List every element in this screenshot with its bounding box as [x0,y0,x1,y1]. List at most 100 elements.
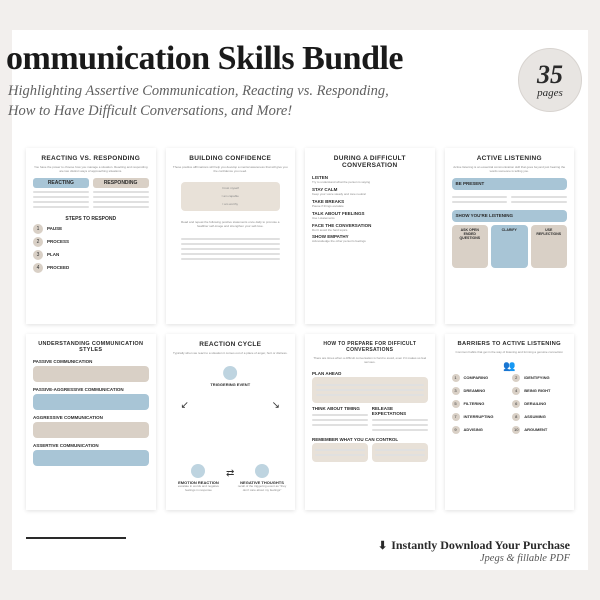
placeholder-lines [315,449,365,456]
placeholder-lines [33,191,89,208]
footer-subline: Jpegs & fillable PDF [378,553,570,564]
style-card [33,450,149,466]
present-cols [452,193,568,206]
placeholder-lines [375,449,425,456]
barrier-num: 2 [512,374,520,382]
control-card [372,443,428,462]
tip-label: TALK ABOUT FEELINGS [312,211,428,216]
barrier-label: DERAILING [524,401,546,406]
node-label: TRIGGERING EVENT [210,382,250,387]
col-body [495,233,524,257]
arrow-icon: ↙ [181,400,189,411]
node-desc: recall of the triggering event as "they … [236,485,288,493]
tips-list: LISTENTry to understand what the person … [312,175,428,244]
plan-block [312,377,428,403]
barrier-num: 3 [452,387,460,395]
arrow-icon: ⇄ [226,468,234,479]
col-head: CLARIFY [495,228,524,232]
barrier-item: 7 INTERRUPTING [452,413,507,421]
preview-sheet-2: BUILDING CONFIDENCE These positive affir… [166,148,296,324]
sheet-intro: Common habits that get in the way of lis… [452,351,568,355]
sheet-intro: These positive affirmations will help yo… [173,166,289,174]
preview-sheet-5: UNDERSTANDING COMMUNICATION STYLES PASSI… [26,334,156,510]
barrier-num: 5 [452,400,460,408]
style-head: ASSERTIVE COMMUNICATION [33,443,149,448]
col-card: CLARIFY [491,225,528,268]
placeholder-lines [511,193,567,206]
band-label: SHOW YOU'RE LISTENING [456,213,564,218]
steps-heading: STEPS TO RESPOND [33,214,149,224]
step-row: 4PROCEED [33,263,149,273]
two-col: THINK ABOUT TIMING RELEASE EXPECTATIONS [312,406,428,434]
barrier-num: 1 [452,374,460,382]
band-label: BE PRESENT [456,181,564,186]
sheet-title: UNDERSTANDING COMMUNICATION STYLES [33,341,149,353]
col-body [456,241,485,265]
download-icon: ⬇ [378,540,387,552]
step-label: PROCEED [47,265,69,270]
col-head-reacting: REACTING [33,178,89,188]
tip-desc: Don't avoid the hard topics [312,229,428,233]
placeholder-lines [372,419,428,431]
preview-sheet-4: ACTIVE LISTENING Active listening is an … [445,148,575,324]
barrier-num: 4 [512,387,520,395]
steps-list: 1PAUSE 2PROCESS 3PLAN 4PROCEED [33,224,149,276]
sheet-title: BARRIERS TO ACTIVE LISTENING [452,341,568,347]
react-respond-columns: REACTING RESPONDING [33,178,149,211]
affirmation-line: I am capable [185,195,277,199]
band-listening: SHOW YOU'RE LISTENING [452,210,568,222]
sheet-title: REACTION CYCLE [173,341,289,348]
listening-cols: ASK OPEN ENDED QUESTIONS CLARIFY USE REF… [452,225,568,271]
page-count-label: pages [537,88,563,99]
sheet-intro: You have the power to choose how you man… [33,166,149,174]
barrier-label: ASSUMING [524,414,546,419]
tip-desc: Keep your voice steady and tone neutral [312,193,428,197]
barrier-item: 1 COMPARING [452,374,507,382]
preview-sheet-7: HOW TO PREPARE FOR DIFFICULT CONVERSATIO… [305,334,435,510]
subtitle-line-2: How to Have Difficult Conversations, and… [8,103,292,119]
product-subtitle: Highlighting Assertive Communication, Re… [8,82,518,121]
styles-list: PASSIVE COMMUNICATION PASSIVE-AGGRESSIVE… [33,359,149,466]
barrier-label: FILTERING [464,401,485,406]
barrier-label: BEING RIGHT [524,388,550,393]
barrier-num: 10 [512,426,520,434]
sheet-title: BUILDING CONFIDENCE [173,155,289,162]
sheet-intro: Typically when we react to a situation i… [173,352,289,356]
barrier-item: 8 ASSUMING [512,413,567,421]
col-head: USE REFLECTIONS [535,228,564,236]
band-present: BE PRESENT [452,178,568,190]
style-body [37,369,145,379]
style-head: PASSIVE-AGGRESSIVE COMMUNICATION [33,387,149,392]
people-icon: 👥 [452,361,568,372]
footer-line1-text: Instantly Download Your Purchase [391,538,570,552]
barrier-label: COMPARING [464,375,489,380]
tip-label: FACE THE CONVERSATION [312,223,428,228]
barriers-grid: 1COMPARING 2IDENTIFYING 3DREAMING 4BEING… [452,374,568,437]
node-desc: escalate in words and negative feelings … [173,485,225,493]
tip-desc: Acknowledge the other person's feelings [312,240,428,244]
affirmations-block: I trust myself I am capable I am worthy [181,182,281,212]
barrier-num: 8 [512,413,520,421]
barrier-num: 7 [452,413,460,421]
sheet-body-text: Read and repeat the following positive s… [177,221,285,229]
tip-desc: Use I-statements [312,217,428,221]
cycle-node-top: TRIGGERING EVENT [210,366,250,387]
col-head-responding: RESPONDING [93,178,149,188]
accent-rule [26,537,126,539]
arrow-icon: ↘ [272,400,280,411]
barrier-label: INTERRUPTING [464,414,494,419]
placeholder-lines [181,235,281,263]
sheet-intro: There are times when a difficult convers… [312,357,428,365]
step-row: 1PAUSE [33,224,149,234]
section-head: PLAN AHEAD [312,371,428,376]
cloud-icon [223,366,237,380]
product-title: ommunication Skills Bundle [6,40,518,78]
style-card [33,422,149,438]
barrier-item: 10 ARGUMENT [512,426,567,434]
preview-grid: REACTING VS. RESPONDING You have the pow… [26,148,574,510]
preview-sheet-8: BARRIERS TO ACTIVE LISTENING Common habi… [445,334,575,510]
barrier-label: ARGUMENT [524,427,547,432]
cycle-node-left: EMOTION REACTION escalate in words and n… [173,464,225,493]
tip-item: SHOW EMPATHYAcknowledge the other person… [312,234,428,244]
style-card [33,366,149,382]
